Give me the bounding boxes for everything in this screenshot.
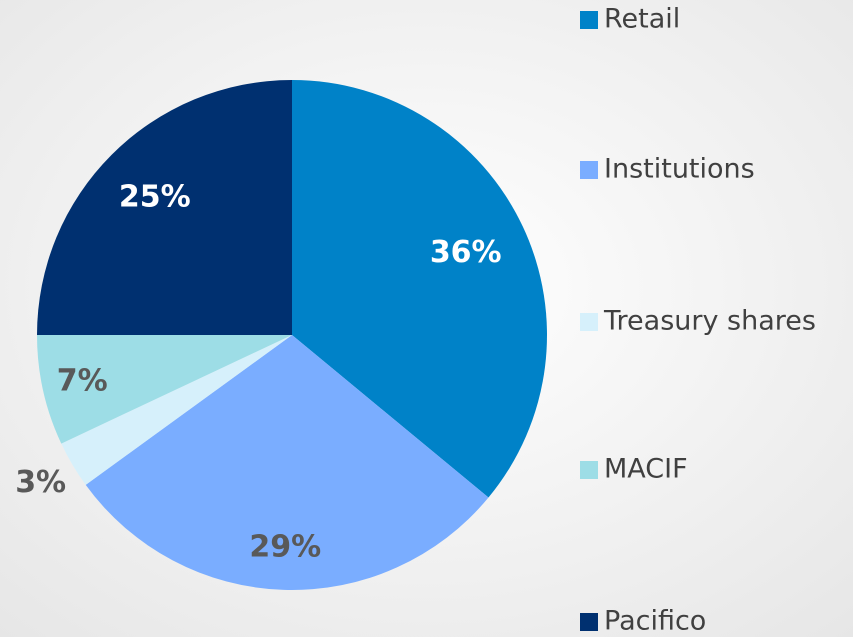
legend-label: Retail (604, 4, 680, 35)
legend-label: Treasury shares (603, 306, 816, 337)
legend-label: MACIF (604, 454, 688, 485)
slice-label: 3% (15, 465, 66, 500)
legend-label: Institutions (604, 154, 755, 185)
legend-label: Pacifico (604, 606, 706, 637)
legend-swatch (580, 313, 598, 331)
pie-slice (37, 335, 292, 444)
pie-slice (292, 80, 547, 498)
pie-slice (61, 335, 292, 485)
slice-label: 29% (249, 529, 321, 564)
slice-label: 7% (57, 363, 108, 398)
legend-swatch (580, 613, 598, 631)
pie-slice (85, 335, 489, 590)
legend-swatch (580, 461, 598, 479)
slice-label: 25% (119, 179, 191, 214)
legend-swatch (580, 161, 598, 179)
slice-label: 36% (430, 235, 502, 270)
legend-swatch (580, 11, 598, 29)
pie-slice (37, 80, 292, 335)
